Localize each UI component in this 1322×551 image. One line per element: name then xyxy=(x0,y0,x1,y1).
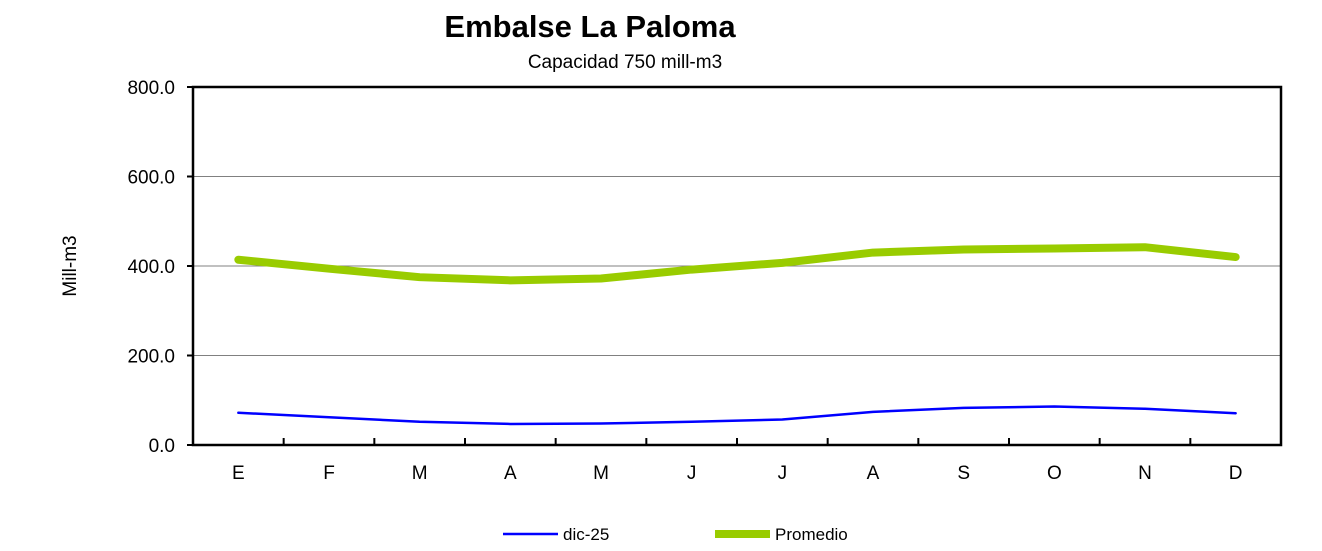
y-tick-label: 600.0 xyxy=(127,168,175,189)
series-line-promedio xyxy=(234,243,1240,285)
x-tick-label: N xyxy=(1138,463,1152,484)
x-tick-label: A xyxy=(504,463,517,484)
chart-subtitle: Capacidad 750 mill-m3 xyxy=(528,52,722,73)
x-tick-label: M xyxy=(412,463,428,484)
x-tick-label: A xyxy=(867,463,880,484)
y-tick-label: 400.0 xyxy=(127,257,175,278)
x-tick-label: S xyxy=(957,463,970,484)
x-tick-label: O xyxy=(1047,463,1062,484)
plot-area-border xyxy=(191,85,1283,447)
series-line-dic-25 xyxy=(237,405,1237,426)
y-tick-label: 0.0 xyxy=(149,436,175,457)
x-tick-label: D xyxy=(1229,463,1243,484)
chart-title: Embalse La Paloma xyxy=(444,9,736,44)
x-tick-label: J xyxy=(687,463,697,484)
x-tick-label: E xyxy=(232,463,245,484)
y-axis-label: Mill-m3 xyxy=(60,235,81,296)
x-tick-label: F xyxy=(323,463,335,484)
y-tick-label: 800.0 xyxy=(127,78,175,99)
x-tick-label: M xyxy=(593,463,609,484)
y-tick-label: 200.0 xyxy=(127,347,175,368)
legend-label: Promedio xyxy=(775,525,848,544)
x-tick-label: J xyxy=(778,463,788,484)
legend-label: dic-25 xyxy=(563,525,609,544)
